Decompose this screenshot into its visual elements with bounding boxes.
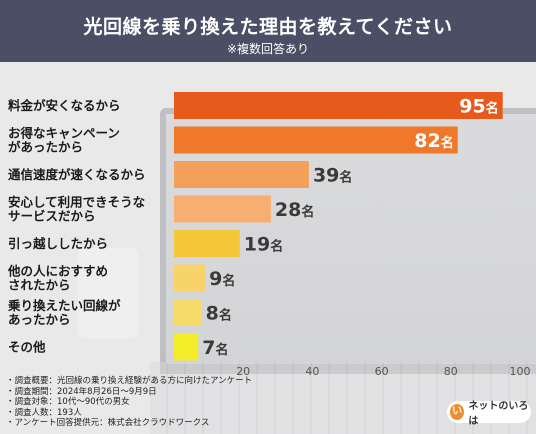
x-tick-label: 20: [236, 365, 250, 378]
data-label: 95名: [459, 96, 498, 118]
category-label: お得なキャンペーンがあったから: [8, 126, 120, 155]
survey-note-line: ・調査概要：光回線の乗り換え経験がある方に向けたアンケート: [6, 376, 253, 386]
data-label: 39名: [313, 165, 352, 187]
category-label: 通信速度が速くなるから: [8, 167, 146, 182]
data-label: 82名: [414, 130, 453, 152]
x-tick-label: 100: [510, 365, 531, 378]
category-label: 他の人におすすめされたから: [7, 264, 108, 293]
bar: [174, 195, 271, 223]
x-tick-label: 80: [444, 365, 458, 378]
x-tick-label: 60: [375, 365, 389, 378]
category-label: その他: [8, 340, 46, 355]
survey-notes: ・調査概要：光回線の乗り換え経験がある方に向けたアンケート ・調査期間：2024…: [6, 376, 336, 429]
data-label: 28名: [275, 199, 314, 221]
category-label: 料金が安くなるから: [8, 98, 121, 113]
bar: [174, 161, 309, 188]
category-label: 引っ越ししたから: [8, 236, 108, 251]
chart-title: 光回線を乗り換えた理由を教えてください: [83, 16, 453, 38]
x-tick-label: 40: [305, 365, 319, 378]
bar: [174, 299, 202, 326]
bar: [174, 230, 240, 257]
category-label: 安心して利用できそうなサービスだから: [8, 195, 145, 224]
data-label: 8名: [206, 303, 232, 325]
chart-header: 光回線を乗り換えた理由を教えてください ※複数回答あり: [0, 0, 536, 62]
bar: [174, 92, 503, 119]
brand-logo-icon: い: [450, 404, 465, 420]
category-label: 乗り換えたい回線があったから: [7, 298, 121, 327]
data-label: 9名: [209, 268, 235, 290]
survey-note-line: ・調査期間：2024年8月26日〜9月9日: [6, 386, 157, 397]
brand-logo: い ネットのいろは: [447, 401, 531, 427]
survey-note-line: ・調査人数：193人: [6, 407, 82, 418]
brand-logo-text: ネットのいろは: [468, 401, 529, 427]
survey-note-line: ・調査対象：10代〜90代の男女: [6, 397, 130, 407]
chart-subtitle: ※複数回答あり: [226, 42, 310, 56]
bar: [174, 126, 458, 154]
data-label: 19名: [244, 234, 283, 256]
background-mug-image: [78, 248, 138, 338]
bar: [174, 264, 206, 292]
survey-note-line: ・アンケート回答提供元：株式会社クラウドワークス: [6, 418, 210, 428]
bar: [174, 333, 199, 361]
data-label: 7名: [202, 337, 228, 359]
